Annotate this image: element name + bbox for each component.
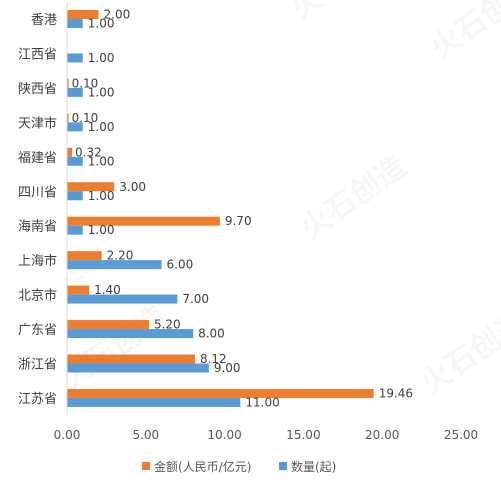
category-label: 海南省 xyxy=(18,219,57,235)
bar-amount xyxy=(67,388,374,398)
bar-amount xyxy=(67,147,73,157)
data-label-amount: 2.20 xyxy=(107,249,134,263)
data-label-count: 8.00 xyxy=(198,327,225,341)
bar-count xyxy=(67,122,83,132)
category-label: 江苏省 xyxy=(18,391,57,407)
data-label-amount: 0.32 xyxy=(75,145,102,159)
watermark-layer: 火石创造火石创造火石创造火石创造火石创造 xyxy=(55,0,501,402)
data-label-amount: 8.12 xyxy=(200,352,227,366)
x-tick-label: 15.00 xyxy=(286,428,320,442)
x-tick-label: 25.00 xyxy=(444,428,478,442)
bar-amount xyxy=(67,285,90,295)
category-label: 北京市 xyxy=(18,288,57,304)
data-label-count: 7.00 xyxy=(182,292,209,306)
data-label-count: 1.00 xyxy=(88,154,115,168)
data-label-count: 1.00 xyxy=(88,223,115,237)
data-label-count: 6.00 xyxy=(167,258,194,272)
bar-amount xyxy=(67,78,69,88)
bar-count xyxy=(67,397,241,407)
legend-label-amount: 金额(人民币/亿元) xyxy=(154,459,251,474)
category-label: 广东省 xyxy=(18,323,57,338)
legend-swatch-amount xyxy=(142,462,150,470)
legend-swatch-count xyxy=(279,462,287,470)
watermark-mark: 火石创造 xyxy=(285,0,403,27)
x-tick-label: 0.00 xyxy=(54,428,81,442)
data-label-amount: 5.20 xyxy=(154,318,181,332)
bar-count xyxy=(67,260,162,270)
data-label-amount: 3.00 xyxy=(119,180,146,194)
data-label-count: 9.00 xyxy=(214,361,241,375)
category-label: 福建省 xyxy=(18,151,57,166)
x-tick-label: 20.00 xyxy=(365,428,399,442)
data-label-amount: 1.40 xyxy=(94,283,121,297)
bar-count xyxy=(67,329,194,339)
watermark-mark: 火石创造 xyxy=(425,0,501,67)
data-labels-layer: 2.001.001.000.101.000.101.000.321.003.00… xyxy=(72,8,413,410)
bar-count xyxy=(67,191,83,201)
bar-amount xyxy=(67,113,69,123)
x-tick-label: 5.00 xyxy=(132,428,159,442)
watermark-mark: 火石创造 xyxy=(415,304,501,401)
category-label: 陕西省 xyxy=(18,82,57,97)
bar-count xyxy=(67,19,83,28)
bar-count xyxy=(67,156,83,166)
bar-count xyxy=(67,53,83,63)
bar-amount xyxy=(67,216,220,226)
data-label-count: 11.00 xyxy=(245,395,279,409)
bar-amount xyxy=(67,251,102,261)
data-label-amount: 19.46 xyxy=(379,386,413,400)
data-label-amount: 0.10 xyxy=(72,76,99,90)
data-label-amount: 9.70 xyxy=(225,214,252,228)
data-label-count: 1.00 xyxy=(88,120,115,134)
category-label: 浙江省 xyxy=(18,358,57,373)
x-tick-label: 10.00 xyxy=(207,428,241,442)
watermark-mark: 火石创造 xyxy=(55,299,173,396)
category-label: 上海市 xyxy=(18,253,57,269)
category-label: 四川省 xyxy=(18,185,57,200)
legend-label-count: 数量(起) xyxy=(291,459,336,474)
bar-amount xyxy=(67,354,195,364)
data-label-count: 1.00 xyxy=(88,17,115,31)
bar-amount xyxy=(67,320,149,330)
data-label-amount: 0.10 xyxy=(72,111,99,125)
watermark-mark: 火石创造 xyxy=(295,149,413,246)
data-label-count: 1.00 xyxy=(88,189,115,203)
category-label: 香港 xyxy=(31,13,57,28)
legend: 金额(人民币/亿元) 数量(起) xyxy=(142,459,336,474)
category-label: 天津市 xyxy=(18,115,57,131)
bars-layer xyxy=(67,10,374,407)
bar-amount xyxy=(67,182,115,192)
bar-count xyxy=(67,87,83,97)
data-label-count: 1.00 xyxy=(88,85,115,99)
category-label: 江西省 xyxy=(18,47,57,62)
bar-count xyxy=(67,363,209,373)
bar-count xyxy=(67,225,83,235)
data-label-amount: 2.00 xyxy=(104,8,131,22)
bar-count xyxy=(67,294,178,304)
data-label-count: 1.00 xyxy=(88,51,115,65)
bar-amount xyxy=(67,10,99,19)
